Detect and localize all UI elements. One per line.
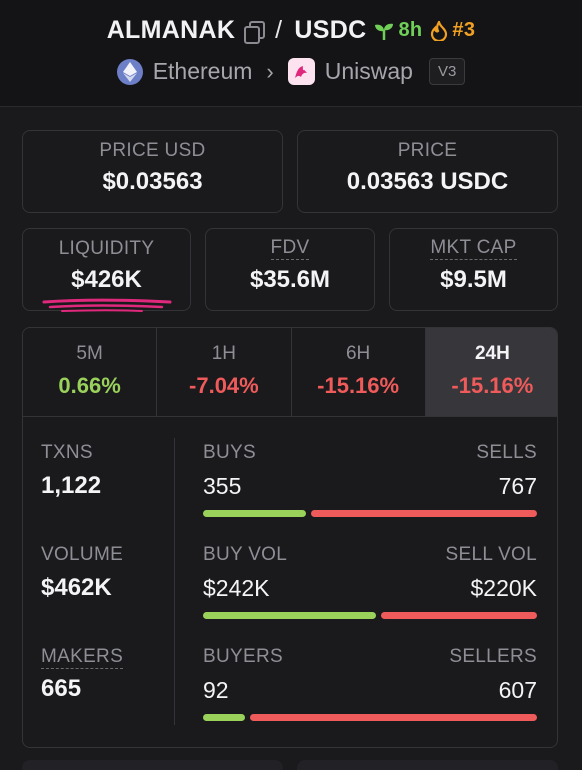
ethereum-icon xyxy=(116,58,143,85)
buyers-value: 92 xyxy=(203,677,229,703)
price-native-label: PRICE xyxy=(397,140,458,161)
buyers-label: BUYERS xyxy=(203,646,283,667)
seedling-icon xyxy=(375,23,394,40)
price-usd-label: PRICE USD xyxy=(99,140,206,161)
volume-value: $462K xyxy=(41,574,112,601)
price-change-value: -15.16% xyxy=(451,373,534,398)
tab-label: 24H xyxy=(474,343,510,364)
buy-share-bar xyxy=(203,714,245,721)
stats-panel: 5M 0.66% 1H -7.04% 6H -15.16% 24H -15.16… xyxy=(22,327,558,748)
fdv-value: $35.6M xyxy=(249,265,331,293)
liquidity-value: $426K xyxy=(71,266,142,293)
pair-location: Ethereum › Uniswap V3 xyxy=(0,58,582,85)
column-divider xyxy=(174,438,175,725)
market-cap-label[interactable]: MKT CAP xyxy=(430,237,517,260)
dex-name[interactable]: Uniswap xyxy=(324,58,413,84)
price-change-value: -15.16% xyxy=(317,373,400,398)
quote-token-symbol: USDC xyxy=(294,16,367,44)
tab-1h[interactable]: 1H -7.04% xyxy=(157,328,292,416)
pair-separator: / xyxy=(275,16,283,44)
sell-share-bar xyxy=(311,510,537,517)
txns-label: TXNS xyxy=(41,442,93,463)
price-usd-card: PRICE USD $0.03563 xyxy=(22,130,283,213)
buy-volume-label: BUY VOL xyxy=(203,544,288,565)
buys-sells-bar xyxy=(203,510,537,517)
highlight-underline xyxy=(42,298,172,312)
trending-rank[interactable]: #3 xyxy=(430,19,475,42)
sellers-value: 607 xyxy=(498,677,537,703)
flame-icon xyxy=(431,20,448,41)
buy-share-bar xyxy=(203,510,307,517)
txns-metric: TXNS 1,122 xyxy=(41,442,101,500)
pair-age-value: 8h xyxy=(398,19,423,41)
buy-volume-value: $242K xyxy=(203,575,270,601)
buys-label: BUYS xyxy=(203,442,256,463)
sell-volume-value: $220K xyxy=(470,575,537,601)
sell-share-bar xyxy=(380,612,537,619)
volume-label: VOLUME xyxy=(41,544,124,565)
price-change-value: 0.66% xyxy=(58,373,121,398)
buyers-sellers-bar xyxy=(203,714,537,721)
buy-sell-volume-row: BUY VOL SELL VOL $242K $220K xyxy=(203,544,537,619)
base-token-symbol: ALMANAK xyxy=(106,16,236,44)
sells-value: 767 xyxy=(498,473,537,499)
buy-share-bar xyxy=(203,612,376,619)
uniswap-icon xyxy=(287,58,315,85)
tab-6h[interactable]: 6H -15.16% xyxy=(292,328,426,416)
makers-value: 665 xyxy=(41,674,82,702)
market-cap-card[interactable]: MKT CAP $9.5M xyxy=(389,228,558,311)
chevron-right-icon: › xyxy=(266,58,274,84)
pair-age: 8h xyxy=(374,19,422,42)
liquidity-label: LIQUIDITY xyxy=(58,238,155,259)
fdv-card[interactable]: FDV $35.6M xyxy=(205,228,375,311)
txns-value: 1,122 xyxy=(41,472,102,499)
tab-5m[interactable]: 5M 0.66% xyxy=(23,328,158,416)
next-card-right xyxy=(297,760,558,770)
liquidity-card: LIQUIDITY $426K xyxy=(22,228,191,311)
price-native-value: 0.03563 USDC xyxy=(346,168,509,195)
next-card-left xyxy=(22,760,283,770)
buyers-sellers-row: BUYERS SELLERS 92 607 xyxy=(203,646,537,721)
sell-volume-label: SELL VOL xyxy=(445,544,537,565)
price-change-value: -7.04% xyxy=(189,373,259,398)
buy-sell-volume-bar xyxy=(203,612,537,619)
chain-name[interactable]: Ethereum xyxy=(152,58,253,84)
pair-title: ALMANAK / USDC 8h #3 xyxy=(0,16,582,45)
price-native-card: PRICE 0.03563 USDC xyxy=(297,130,558,213)
sell-share-bar xyxy=(249,714,537,721)
tab-label: 5M xyxy=(76,343,103,364)
pair-header: ALMANAK / USDC 8h #3 Ethereum › xyxy=(0,0,582,107)
makers-metric[interactable]: MAKERS 665 xyxy=(41,646,124,703)
dex-version-badge: V3 xyxy=(428,58,466,85)
volume-metric: VOLUME $462K xyxy=(41,544,123,602)
sells-label: SELLS xyxy=(476,442,537,463)
trending-rank-value: #3 xyxy=(452,19,476,41)
tab-24h[interactable]: 24H -15.16% xyxy=(425,328,557,416)
timeframe-tabs: 5M 0.66% 1H -7.04% 6H -15.16% 24H -15.16… xyxy=(23,328,557,417)
price-usd-value: $0.03563 xyxy=(102,168,203,195)
buys-sells-row: BUYS SELLS 355 767 xyxy=(203,442,537,517)
makers-label[interactable]: MAKERS xyxy=(41,646,124,669)
tab-label: 6H xyxy=(345,343,371,364)
sellers-label: SELLERS xyxy=(449,646,537,667)
tab-label: 1H xyxy=(211,343,237,364)
fdv-label[interactable]: FDV xyxy=(270,237,310,260)
buys-value: 355 xyxy=(203,473,242,499)
copy-icon[interactable] xyxy=(243,20,266,44)
market-cap-value: $9.5M xyxy=(440,265,507,293)
